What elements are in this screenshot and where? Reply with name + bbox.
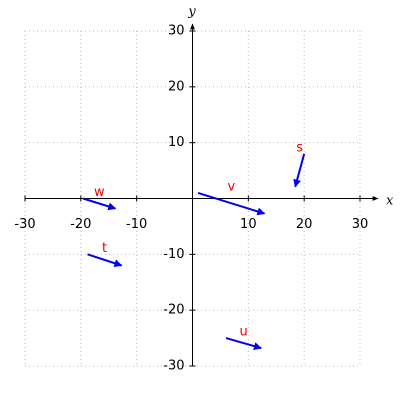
y-tick-label: 30 bbox=[168, 24, 185, 39]
x-tick-label: -30 bbox=[14, 217, 35, 232]
vector-label: u bbox=[239, 325, 247, 340]
vector-label: t bbox=[102, 241, 107, 256]
x-tick-label: -20 bbox=[70, 217, 91, 232]
vector-arrow bbox=[197, 191, 266, 216]
y-tick-label: 10 bbox=[168, 135, 185, 150]
vector-arrow bbox=[87, 253, 123, 268]
x-tick-label: 30 bbox=[352, 217, 369, 232]
y-tick-label: -10 bbox=[163, 247, 184, 262]
x-axis-label: x bbox=[386, 194, 394, 209]
y-axis-label: y bbox=[187, 5, 196, 20]
x-tick-label: 20 bbox=[296, 217, 313, 232]
vector-label: s bbox=[296, 140, 303, 155]
vector-arrow bbox=[82, 197, 117, 211]
vector-arrow bbox=[293, 153, 306, 188]
x-tick-label: -10 bbox=[126, 217, 147, 232]
vector-label: v bbox=[227, 179, 235, 194]
y-tick-label: 20 bbox=[168, 79, 185, 94]
vector-label: w bbox=[94, 185, 105, 200]
x-tick-label: 10 bbox=[240, 217, 257, 232]
y-tick-label: -30 bbox=[163, 359, 184, 374]
vector-arrow bbox=[225, 337, 262, 351]
y-tick-label: -20 bbox=[163, 303, 184, 318]
